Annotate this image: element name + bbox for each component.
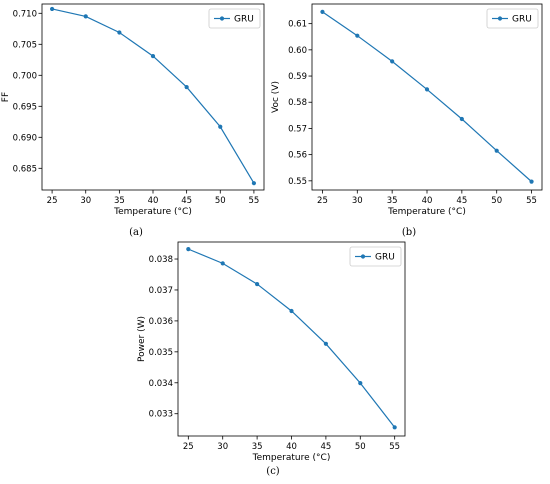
data-point-b (459, 116, 464, 122)
y-tick-label-a: 0.710 (13, 9, 37, 19)
legend-label-c: GRU (375, 253, 395, 263)
legend-box-a (208, 8, 261, 29)
data-point-b (494, 148, 499, 153)
y-tick-label-b: 0.61 (288, 20, 307, 30)
data-point-c (392, 425, 397, 430)
y-axis-label-c: Power (W) (137, 316, 147, 362)
legend-marker-a (219, 16, 225, 21)
x-tick-label-a: 55 (248, 196, 259, 206)
y-tick-label-c: 0.037 (149, 286, 173, 296)
data-point-a (218, 124, 223, 129)
x-tick-label-c: 45 (320, 442, 331, 452)
x-tick-label-b: 55 (526, 196, 537, 206)
y-tick-label-a: 0.685 (13, 164, 37, 174)
x-tick-label-a: 30 (80, 196, 91, 206)
x-tick-label-c: 40 (286, 442, 297, 452)
y-axis-label-b: Voc (V) (271, 81, 281, 113)
x-tick-label-b: 30 (352, 196, 363, 206)
series-line-c (188, 248, 396, 428)
x-tick-label-c: 30 (217, 442, 228, 452)
data-point-b (390, 59, 395, 64)
x-tick-label-a: 40 (148, 196, 159, 206)
data-point-a (83, 14, 88, 19)
chart-ff-vs-temperature: 25 30 35 40 45 50 55 0.685 0.690 0.695 0.700 0.705 0… (1, 3, 265, 217)
data-point-a (150, 53, 156, 59)
x-tick-label-a: 25 (47, 196, 58, 206)
y-tick-label-a: 0.695 (13, 102, 37, 112)
x-tick-label-b: 35 (387, 196, 398, 206)
x-tick-label-b: 25 (317, 196, 328, 206)
y-tick-label-c: 0.033 (149, 410, 173, 420)
y-tick-label-a: 0.705 (13, 40, 37, 50)
chart-voc-vs-temperature: 25 30 35 40 45 50 55 0.55 0.56 0.57 0.58 0.59 0.60 0.… (271, 3, 543, 217)
data-point-a (117, 30, 122, 35)
data-point-b (355, 33, 360, 38)
x-axis-label-b: Temperature (°C) (387, 207, 466, 217)
legend-marker-c (360, 254, 366, 259)
y-tick-label-b: 0.58 (288, 98, 307, 108)
data-point-c (358, 380, 363, 386)
x-tick-label-a: 50 (215, 196, 226, 206)
y-tick-label-c: 0.036 (149, 317, 173, 327)
data-point-b (320, 9, 325, 14)
data-point-c (186, 247, 191, 252)
legend-label-a: GRU (234, 15, 254, 25)
data-point-a (184, 84, 189, 90)
x-tick-label-b: 50 (491, 196, 502, 206)
plot-frame-b (311, 3, 543, 191)
plot-frame-c (177, 241, 406, 437)
data-point-c (220, 261, 225, 266)
y-tick-label-b: 0.55 (288, 177, 307, 187)
y-tick-label-b: 0.56 (288, 151, 307, 161)
data-point-b (529, 179, 534, 184)
series-line-a (51, 8, 255, 184)
legend-marker-b (497, 16, 503, 21)
y-tick-label-c: 0.038 (149, 255, 173, 265)
y-tick-label-b: 0.57 (288, 124, 307, 134)
y-tick-label-a: 0.700 (13, 71, 37, 81)
y-tick-label-a: 0.690 (13, 133, 37, 143)
x-tick-label-c: 25 (183, 442, 194, 452)
x-tick-label-c: 35 (252, 442, 263, 452)
y-tick-label-c: 0.034 (149, 379, 173, 389)
x-tick-label-c: 50 (355, 442, 366, 452)
x-tick-label-c: 55 (389, 442, 400, 452)
y-tick-label-b: 0.59 (288, 72, 307, 82)
panel-caption-a: (a) (129, 227, 143, 238)
chart-power-vs-temperature: 25 30 35 40 45 50 55 0.033 0.034 0.035 0.036 0.037 0… (137, 241, 406, 463)
x-axis-label-c: Temperature (°C) (252, 453, 331, 463)
data-point-b (424, 87, 430, 92)
data-point-a (49, 6, 55, 12)
data-point-c (255, 281, 260, 287)
y-axis-label-a: FF (1, 92, 11, 102)
legend-box-b (486, 8, 539, 29)
y-tick-label-c: 0.035 (149, 348, 173, 358)
data-point-a (251, 181, 257, 186)
y-tick-label-b: 0.60 (288, 46, 307, 56)
x-tick-label-a: 35 (114, 196, 125, 206)
panel-caption-c: (c) (266, 466, 280, 477)
x-axis-label-a: Temperature (°C) (113, 207, 192, 217)
data-point-c (289, 308, 294, 314)
legend-box-c (349, 246, 402, 267)
plot-frame-a (41, 3, 265, 191)
legend-label-b: GRU (512, 15, 532, 25)
series-line-b (322, 11, 532, 183)
data-point-c (323, 341, 328, 346)
x-tick-label-b: 40 (422, 196, 433, 206)
x-tick-label-b: 45 (456, 196, 467, 206)
panel-caption-b: (b) (402, 227, 416, 238)
x-tick-label-a: 45 (181, 196, 192, 206)
